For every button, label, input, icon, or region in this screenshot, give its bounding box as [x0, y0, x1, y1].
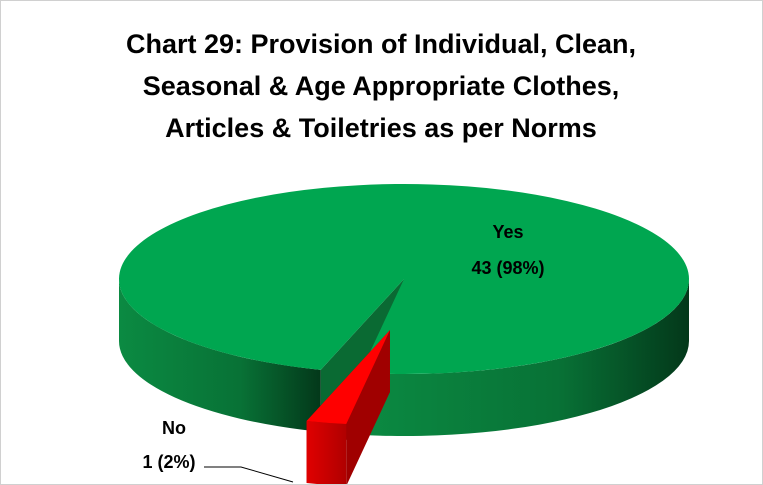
slice-side — [306, 421, 347, 484]
slice-side — [119, 279, 321, 432]
value-label: 1 (2%) — [142, 452, 195, 472]
slice — [119, 184, 690, 374]
slice-side — [360, 279, 689, 436]
leader-line — [204, 466, 294, 483]
category-label: No — [162, 418, 186, 438]
value-label: 43 (98%) — [471, 258, 544, 278]
category-label: Yes — [492, 222, 523, 242]
slice — [306, 330, 390, 425]
chart-title: Chart 29: Provision of Individual, Clean… — [125, 29, 637, 143]
